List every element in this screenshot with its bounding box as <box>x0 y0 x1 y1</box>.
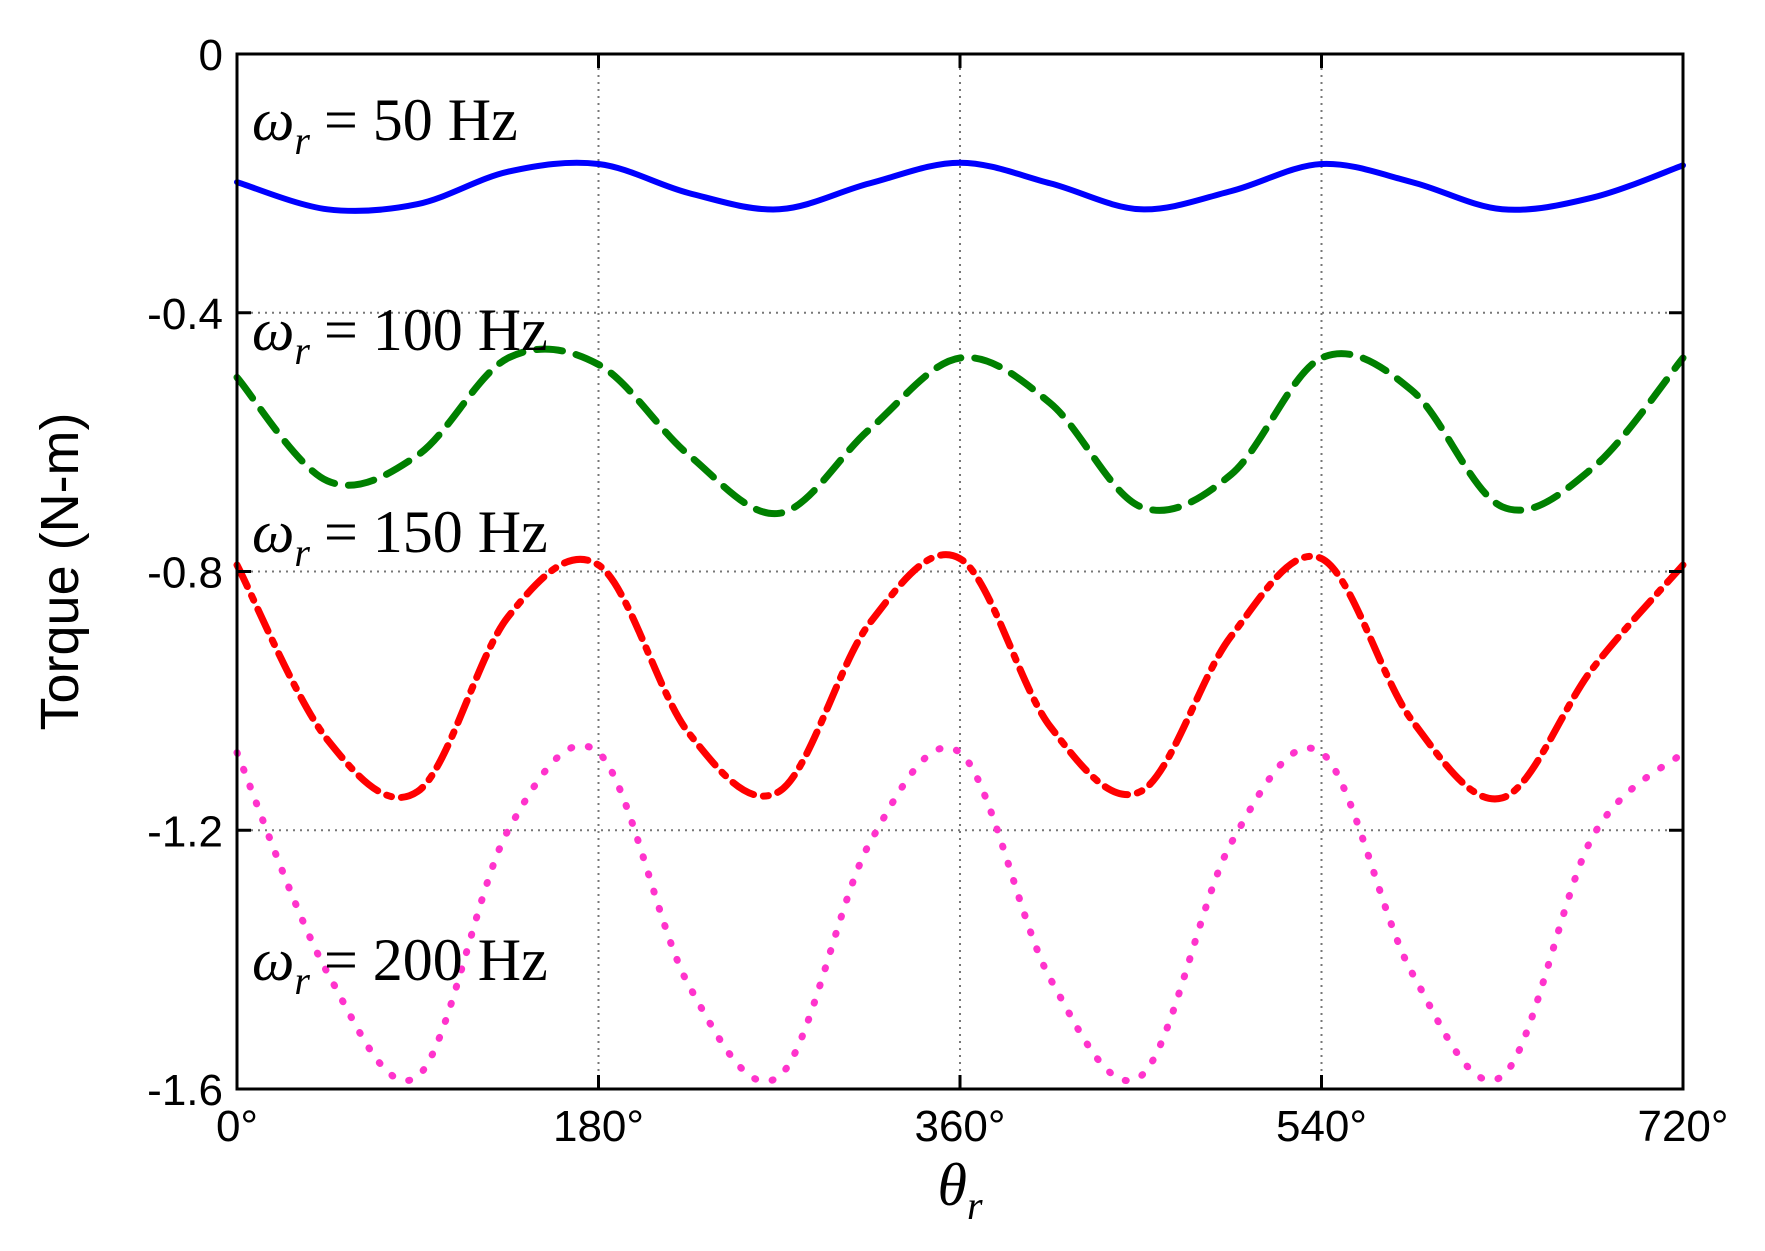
series-annotation: ωr = 150 Hz <box>252 499 548 575</box>
y-tick-label: 0 <box>199 31 223 80</box>
x-tick-label: 0° <box>216 1102 258 1151</box>
annotation-subscript: r <box>294 958 310 1003</box>
annotation-subscript: r <box>294 530 310 575</box>
tick-labels: 0° 180° 360° 540° 720° 0 -0.4 -0.8 -1.2 -1.6 <box>147 31 1728 1151</box>
series-line-3 <box>233 551 1687 803</box>
annotation-text: = 150 Hz <box>324 499 548 565</box>
annotation-symbol: ω <box>252 297 294 363</box>
y-tick-label: -1.2 <box>147 807 223 856</box>
annotation-symbol: ω <box>252 927 294 993</box>
y-tick-label: -0.4 <box>147 290 223 339</box>
series-lines <box>233 159 1687 1085</box>
tick-marks <box>235 52 1685 1091</box>
series-annotation: ωr = 200 Hz <box>252 927 548 1003</box>
x-tick-label: 540° <box>1276 1102 1367 1151</box>
x-axis-title: θr <box>937 1152 982 1228</box>
grid-lines <box>237 54 1683 1089</box>
x-tick-label: 360° <box>914 1102 1005 1151</box>
y-tick-label: -1.6 <box>147 1066 223 1115</box>
series-annotation: ωr = 100 Hz <box>252 297 548 373</box>
annotation-text: = 50 Hz <box>324 87 518 153</box>
x-tick-label: 180° <box>553 1102 644 1151</box>
annotation-subscript: r <box>294 328 310 373</box>
series-annotation: ωr = 50 Hz <box>252 87 518 163</box>
x-axis-title-symbol: θ <box>937 1152 966 1218</box>
y-axis-title: Torque (N-m) <box>30 412 90 730</box>
series-line-2 <box>233 345 1687 517</box>
annotation-subscript: r <box>294 118 310 163</box>
x-tick-label: 720° <box>1637 1102 1728 1151</box>
annotation-text: = 200 Hz <box>324 927 548 993</box>
series-line-1 <box>234 159 1686 214</box>
annotation-symbol: ω <box>252 499 294 565</box>
annotation-text: = 100 Hz <box>324 297 548 363</box>
x-axis-title-subscript: r <box>967 1183 983 1228</box>
annotation-symbol: ω <box>252 87 294 153</box>
series-line-4 <box>233 742 1687 1085</box>
y-tick-label: -0.8 <box>147 549 223 598</box>
